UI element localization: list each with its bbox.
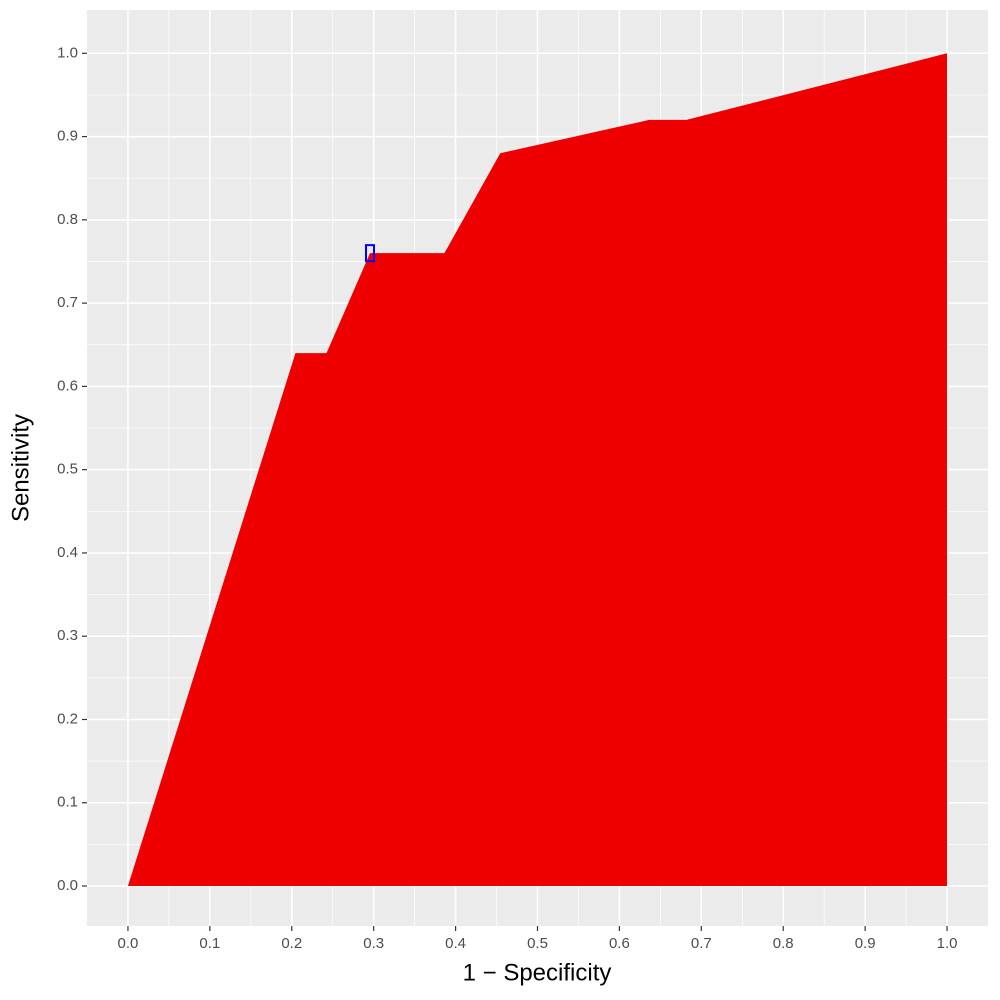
y-tick-label: 0.0 bbox=[57, 877, 78, 894]
x-axis-title: 1 − Specificity bbox=[463, 959, 612, 986]
x-tick-label: 0.1 bbox=[199, 935, 220, 952]
x-tick-label: 0.2 bbox=[281, 935, 302, 952]
x-tick-label: 0.8 bbox=[773, 935, 794, 952]
x-tick-label: 0.5 bbox=[527, 935, 548, 952]
y-tick-label: 0.7 bbox=[57, 294, 78, 311]
y-tick-label: 0.6 bbox=[57, 377, 78, 394]
y-tick-label: 1.0 bbox=[57, 44, 78, 61]
y-tick-label: 0.4 bbox=[57, 544, 78, 561]
x-tick-label: 0.9 bbox=[855, 935, 876, 952]
x-tick-label: 1.0 bbox=[937, 935, 958, 952]
highlight-point bbox=[364, 244, 375, 263]
y-tick-label: 0.9 bbox=[57, 128, 78, 145]
x-tick-label: 0.0 bbox=[118, 935, 139, 952]
y-tick-label: 0.1 bbox=[57, 794, 78, 811]
area bbox=[127, 53, 948, 887]
x-tick-label: 0.6 bbox=[609, 935, 630, 952]
y-tick-label: 0.5 bbox=[57, 461, 78, 478]
x-tick-label: 0.3 bbox=[363, 935, 384, 952]
x-tick-label: 0.7 bbox=[691, 935, 712, 952]
y-axis-title: Sensitivity bbox=[7, 414, 34, 522]
y-tick-label: 0.2 bbox=[57, 710, 78, 727]
y-tick-label: 0.8 bbox=[57, 211, 78, 228]
x-tick-label: 0.4 bbox=[445, 935, 466, 952]
y-tick-label: 0.3 bbox=[57, 627, 78, 644]
